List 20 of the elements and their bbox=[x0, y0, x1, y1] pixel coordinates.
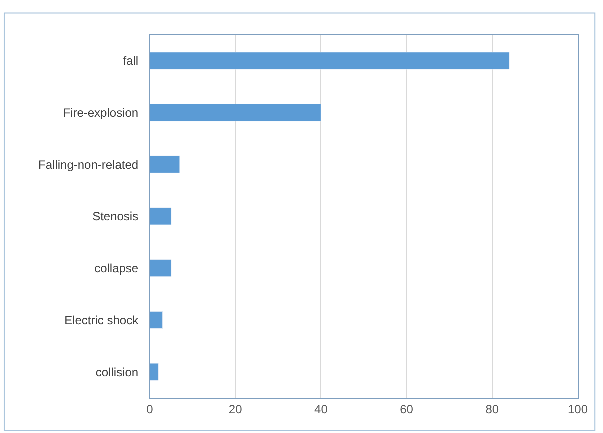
y-tick-label: collapse bbox=[94, 262, 139, 276]
x-tick-label: 100 bbox=[568, 402, 588, 416]
x-tick-label: 60 bbox=[400, 402, 414, 416]
x-tick-label: 40 bbox=[314, 402, 328, 416]
bar bbox=[150, 260, 172, 278]
bar bbox=[150, 104, 322, 122]
y-tick-label: Electric shock bbox=[64, 313, 140, 328]
bar bbox=[150, 156, 180, 174]
bar bbox=[150, 311, 164, 330]
bar bbox=[150, 208, 172, 226]
y-tick-label: collision bbox=[96, 365, 139, 380]
y-tick-label: fall bbox=[123, 54, 139, 68]
y-tick-label: Fire-explosion bbox=[63, 106, 139, 120]
x-tick-label: 80 bbox=[486, 402, 500, 416]
y-tick-label: Stenosis bbox=[92, 210, 139, 224]
bar bbox=[150, 52, 510, 70]
x-tick-label: 0 bbox=[146, 402, 154, 416]
x-tick-label: 20 bbox=[228, 402, 243, 416]
bar bbox=[150, 363, 159, 381]
y-tick-label: Falling-non-related bbox=[38, 158, 139, 172]
